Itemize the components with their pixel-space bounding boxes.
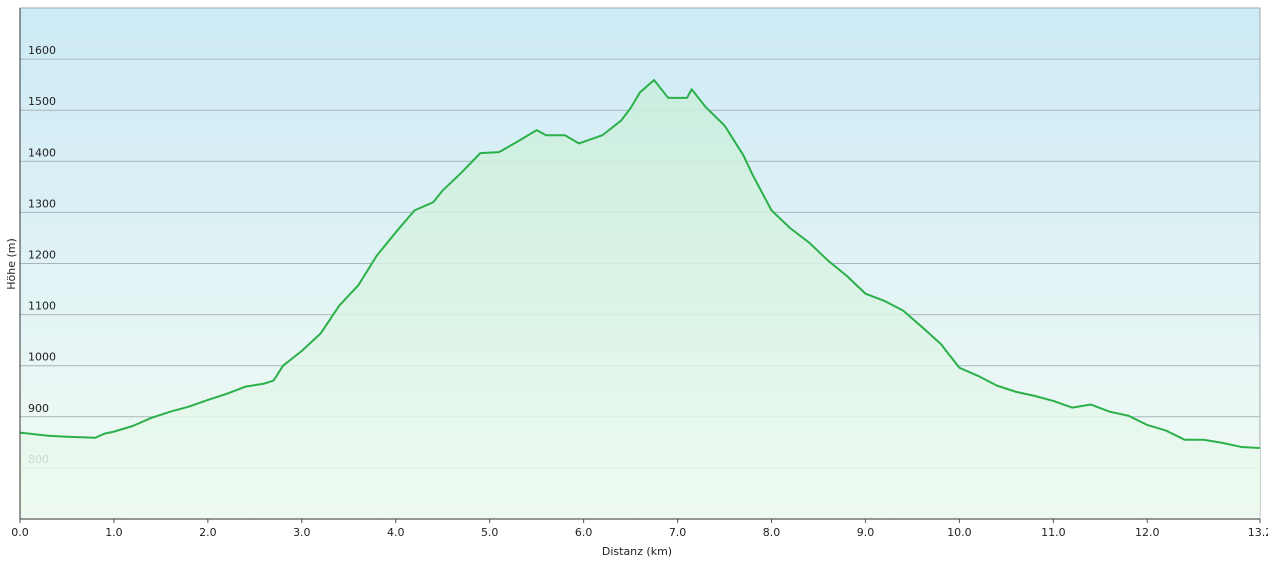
y-axis-label: Höhe (m) bbox=[5, 238, 18, 290]
x-tick-label: 11.0 bbox=[1041, 526, 1066, 539]
x-tick-label: 10.0 bbox=[947, 526, 972, 539]
y-tick-label: 1100 bbox=[28, 300, 56, 313]
y-tick-label: 1600 bbox=[28, 44, 56, 57]
x-tick-label: 0.0 bbox=[11, 526, 29, 539]
x-tick-label: 9.0 bbox=[857, 526, 875, 539]
x-tick-label: 13.2 bbox=[1248, 526, 1268, 539]
y-tick-label: 1000 bbox=[28, 351, 56, 364]
y-tick-label: 1400 bbox=[28, 146, 56, 159]
x-tick-label: 5.0 bbox=[481, 526, 499, 539]
y-tick-label: 1500 bbox=[28, 95, 56, 108]
x-tick-label: 8.0 bbox=[763, 526, 781, 539]
elevation-line bbox=[19, 79, 1261, 449]
y-tick-label: 900 bbox=[28, 402, 49, 415]
x-tick-label: 2.0 bbox=[199, 526, 217, 539]
y-tick-label: 1300 bbox=[28, 197, 56, 210]
x-tick-label: 3.0 bbox=[293, 526, 311, 539]
x-tick-label: 4.0 bbox=[387, 526, 405, 539]
x-tick-label: 6.0 bbox=[575, 526, 593, 539]
y-tick-label: 1200 bbox=[28, 249, 56, 262]
area-fill bbox=[20, 80, 1260, 520]
x-tick-label: 7.0 bbox=[669, 526, 687, 539]
x-axis-label: Distanz (km) bbox=[602, 545, 672, 558]
x-tick-label: 12.0 bbox=[1135, 526, 1160, 539]
x-tick-label: 1.0 bbox=[105, 526, 123, 539]
